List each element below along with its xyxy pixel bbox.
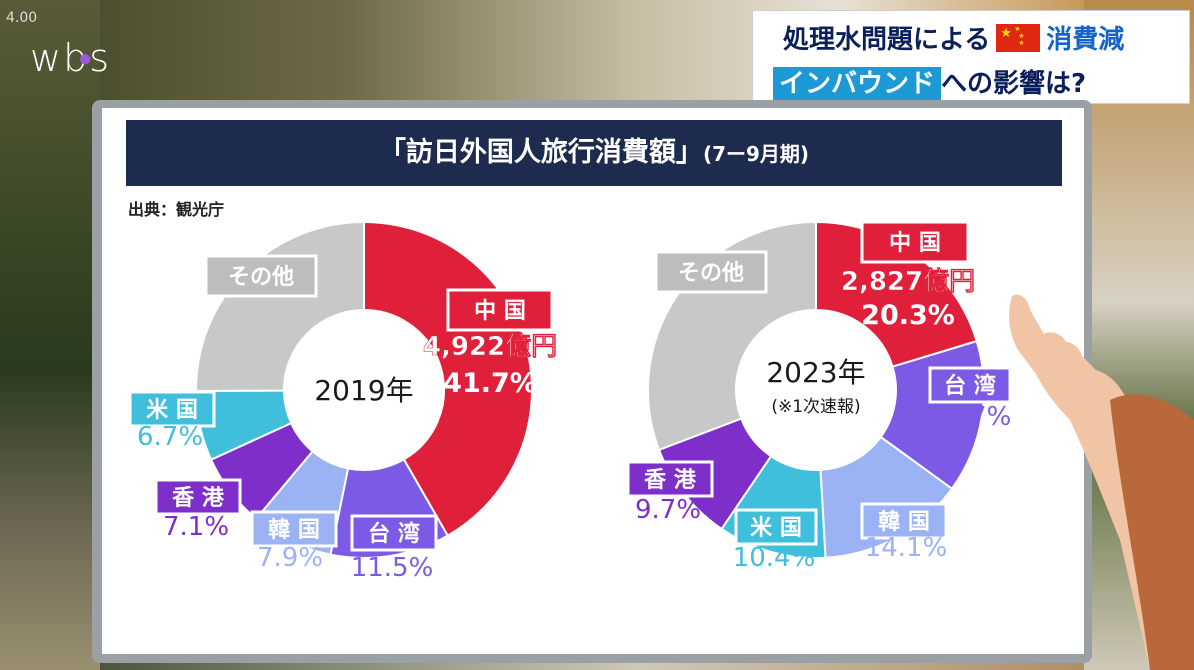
chart-title-main: 「訪日外国人旅行消費額」 (378, 137, 703, 168)
slice-label-korea: 韓 国 (878, 509, 930, 535)
topic-line-1-highlight: 消費減 (1046, 25, 1125, 55)
slice-label-hongkong: 香 港 (172, 486, 225, 511)
slice-label-other: その他 (228, 265, 294, 290)
slice-amount-china: 4,922億円 (423, 332, 557, 362)
studio-background-left (0, 0, 100, 670)
slice-label-box-other (204, 254, 318, 298)
slice-label-korea: 韓 国 (268, 517, 320, 543)
topic-line-2-box: インバウンド (773, 67, 942, 101)
program-logo-text: wbs (30, 36, 111, 80)
chart-title: 「訪日外国人旅行消費額」(7ー9月期) (126, 120, 1062, 186)
slice-label-hongkong: 香 港 (644, 468, 697, 493)
slice-amount-china: 2,827億円 (841, 267, 975, 297)
slice-percent-us: 10.4% (733, 543, 816, 573)
slice-label-box-china (860, 220, 970, 264)
slice-label-us: 米 国 (146, 398, 198, 423)
slice-percent-china: 41.7% (443, 368, 537, 399)
slice-label-box-us (128, 390, 216, 428)
chart-title-period: (7ー9月期) (702, 142, 810, 166)
slice-percent-hongkong: 7.1% (163, 512, 229, 542)
pie-center (284, 310, 444, 470)
slice-label-china: 中 国 (889, 231, 941, 256)
slice-label-other: その他 (678, 261, 744, 286)
pie-center-sublabel: (※1次速報) (771, 397, 860, 417)
slice-label-box-korea (250, 510, 338, 548)
slice-percent-taiwan: 14.7% (929, 402, 1012, 432)
slice-label-box-korea (860, 502, 948, 540)
topic-line-1: 処理水問題による ★ ★ ★ ★ 消費減 (783, 19, 1124, 56)
slice-label-box-us (734, 508, 818, 546)
slice-label-box-taiwan (350, 514, 438, 552)
pie-center-label: 2023年 (766, 356, 865, 389)
presenter-hand (1009, 294, 1194, 670)
topic-line-1-text: 処理水問題による (783, 25, 991, 55)
slice-label-box-china (446, 288, 554, 332)
broadcast-time: 4.00 (6, 10, 38, 26)
china-flag-icon: ★ ★ ★ ★ (996, 24, 1041, 52)
topic-caption: 処理水問題による ★ ★ ★ ★ 消費減 インバウンド への影響は? (752, 10, 1190, 104)
slice-label-box-hongkong (154, 478, 242, 516)
slice-percent-us: 6.7% (137, 422, 203, 452)
pie-center-label: 2019年 (314, 374, 413, 407)
slice-label-taiwan: 台 湾 (944, 373, 996, 399)
slice-percent-korea: 7.9% (257, 543, 323, 573)
slice-percent-korea: 14.1% (865, 533, 948, 563)
slice-label-box-hongkong (626, 460, 714, 498)
slice-label-box-taiwan (928, 366, 1012, 404)
slice-label-china: 中 国 (474, 299, 526, 324)
slice-label-box-other (654, 250, 768, 294)
topic-line-2-text: への影響は? (941, 69, 1087, 99)
logo-dot-icon: ● (78, 44, 95, 72)
slice-percent-china: 20.3% (861, 300, 955, 331)
topic-line-2: インバウンド への影響は? (773, 63, 1086, 101)
pie-chart-0: 2019年 中 国 4,922億円 41.7% 台 湾 11.5% 韓 国7.9% 香 港7.… (128, 220, 557, 583)
pie-center (736, 310, 896, 470)
chart-source: 出典：観光庁 (128, 200, 225, 219)
slice-label-taiwan: 台 湾 (368, 521, 420, 547)
chart-title-bar: 「訪日外国人旅行消費額」(7ー9月期) (126, 120, 1062, 186)
program-logo: wbs ● (30, 36, 111, 80)
slice-percent-taiwan: 11.5% (351, 553, 434, 583)
slice-percent-hongkong: 9.7% (635, 495, 701, 525)
slice-label-us: 米 国 (750, 516, 802, 541)
